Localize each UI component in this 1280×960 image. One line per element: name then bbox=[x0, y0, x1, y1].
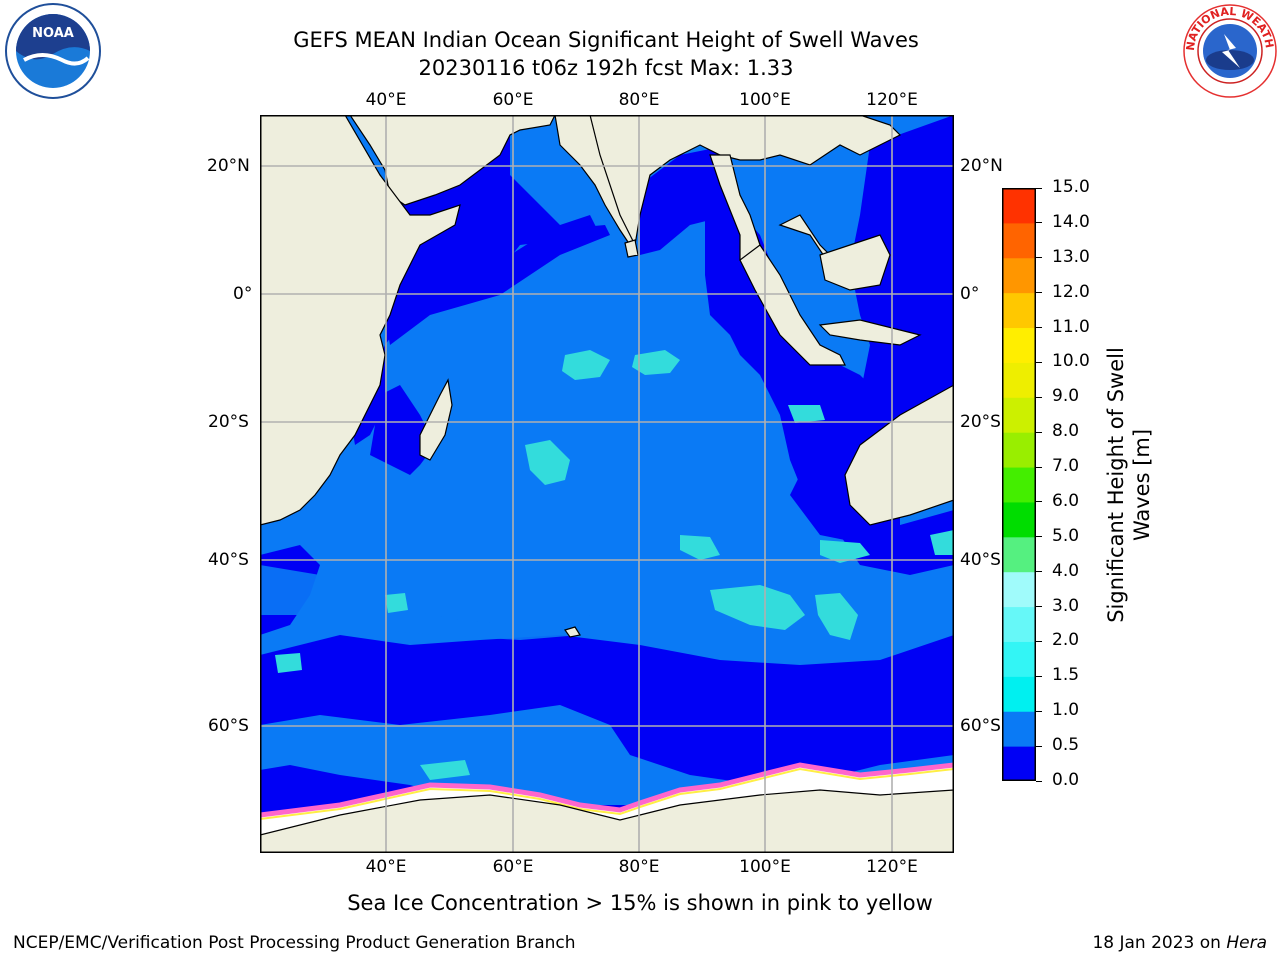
colorbar-band bbox=[1002, 467, 1036, 503]
colorbar-band bbox=[1002, 641, 1036, 677]
lon-label: 80°E bbox=[618, 857, 660, 877]
noaa-logo-text: NOAA bbox=[32, 26, 74, 41]
sea-ice-edge-pink bbox=[260, 762, 954, 818]
colorbar-tick-mark bbox=[1036, 327, 1042, 329]
colorbar-tick-mark bbox=[1036, 501, 1042, 503]
footer-date: 18 Jan 2023 on Hera bbox=[1092, 933, 1267, 953]
lat-label: 40°S bbox=[960, 550, 1001, 570]
high-swell-patches bbox=[275, 350, 954, 780]
colorbar-band bbox=[1002, 676, 1036, 712]
colorbar-tick-label: 2.0 bbox=[1052, 630, 1080, 651]
lon-label: 100°E bbox=[739, 857, 791, 877]
colorbar-tick-label: 1.0 bbox=[1052, 700, 1080, 721]
colorbar-tick-mark bbox=[1036, 222, 1042, 224]
mid-swell-patches bbox=[260, 565, 954, 805]
colorbar-label-line2: Waves [m] bbox=[1130, 428, 1154, 542]
lat-label: 20°N bbox=[960, 156, 1003, 176]
lat-label: 60°S bbox=[960, 716, 1001, 736]
lon-label: 40°E bbox=[365, 857, 407, 877]
colorbar-tick-mark bbox=[1036, 606, 1042, 608]
lon-label: 100°E bbox=[739, 90, 791, 110]
colorbar-tick-label: 12.0 bbox=[1052, 281, 1090, 302]
colorbar-tick-label: 13.0 bbox=[1052, 246, 1090, 267]
lat-label: 20°S bbox=[960, 412, 1001, 432]
colorbar-tick-label: 1.5 bbox=[1052, 665, 1080, 686]
chart-title-line2: 20230116 t06z 192h fcst Max: 1.33 bbox=[418, 56, 794, 80]
colorbar-tick-mark bbox=[1036, 396, 1042, 398]
nws-logo: NATIONAL WEATHER SERVICE bbox=[1180, 2, 1277, 98]
lon-label: 80°E bbox=[618, 90, 660, 110]
lat-label: 60°S bbox=[208, 716, 249, 736]
colorbar-tick-label: 10.0 bbox=[1052, 351, 1090, 372]
colorbar-tick-label: 15.0 bbox=[1052, 177, 1090, 197]
colorbar-tick-label: 6.0 bbox=[1052, 490, 1080, 511]
colorbar-tick-label: 14.0 bbox=[1052, 211, 1090, 232]
lon-label: 120°E bbox=[866, 857, 918, 877]
lon-label: 60°E bbox=[492, 857, 534, 877]
colorbar-tick-label: 0.0 bbox=[1052, 770, 1080, 790]
lon-label: 60°E bbox=[492, 90, 534, 110]
colorbar-tick-mark bbox=[1036, 257, 1042, 259]
lat-label: 0° bbox=[960, 284, 980, 304]
colorbar-tick-label: 3.0 bbox=[1052, 595, 1080, 616]
chart-title-line1: GEFS MEAN Indian Ocean Significant Heigh… bbox=[293, 28, 919, 52]
colorbar-tick-mark bbox=[1036, 361, 1042, 363]
noaa-logo: NOAA bbox=[5, 3, 101, 99]
colorbar-band bbox=[1002, 536, 1036, 573]
colorbar-band bbox=[1002, 188, 1036, 224]
footer-date-text: 18 Jan 2023 on bbox=[1092, 933, 1227, 953]
colorbar-band bbox=[1002, 292, 1036, 329]
colorbar-tick-mark bbox=[1036, 745, 1042, 747]
lat-label: 40°S bbox=[208, 550, 249, 570]
sea-ice-edge-yellow bbox=[260, 767, 954, 820]
colorbar bbox=[1002, 188, 1036, 781]
lat-label: 20°S bbox=[208, 412, 249, 432]
colorbar-band bbox=[1002, 711, 1036, 747]
colorbar-tick-label: 0.5 bbox=[1052, 735, 1080, 756]
colorbar-tick-mark bbox=[1036, 710, 1042, 712]
colorbar-band bbox=[1002, 432, 1036, 468]
colorbar-tick-label: 7.0 bbox=[1052, 456, 1080, 477]
colorbar-tick-mark bbox=[1036, 640, 1042, 642]
footer-branch: NCEP/EMC/Verification Post Processing Pr… bbox=[13, 933, 576, 953]
colorbar-tick-label: 9.0 bbox=[1052, 386, 1080, 407]
lat-label: 20°N bbox=[207, 156, 250, 176]
colorbar-tick-mark bbox=[1036, 675, 1042, 677]
colorbar-band bbox=[1002, 746, 1036, 781]
colorbar-band bbox=[1002, 257, 1036, 294]
lat-label: 0° bbox=[233, 284, 253, 304]
lon-label: 40°E bbox=[365, 90, 407, 110]
colorbar-tick-mark bbox=[1036, 187, 1042, 189]
colorbar-band bbox=[1002, 571, 1036, 608]
colorbar-tick-mark bbox=[1036, 292, 1042, 294]
lon-label: 120°E bbox=[866, 90, 918, 110]
colorbar-band bbox=[1002, 606, 1036, 642]
colorbar-tick-mark bbox=[1036, 466, 1042, 468]
colorbar-tick-mark bbox=[1036, 780, 1042, 782]
graticule bbox=[260, 115, 954, 853]
colorbar-band bbox=[1002, 501, 1036, 538]
colorbar-tick-mark bbox=[1036, 571, 1042, 573]
colorbar-tick-mark bbox=[1036, 536, 1042, 538]
map-frame bbox=[260, 115, 954, 853]
colorbar-band bbox=[1002, 397, 1036, 433]
colorbar-tick-mark bbox=[1036, 431, 1042, 433]
colorbar-tick-label: 4.0 bbox=[1052, 560, 1080, 581]
sea-ice-note: Sea Ice Concentration > 15% is shown in … bbox=[347, 891, 933, 915]
map-panel bbox=[260, 115, 954, 853]
colorbar-band bbox=[1002, 362, 1036, 398]
colorbar-band bbox=[1002, 222, 1036, 259]
colorbar-tick-label: 8.0 bbox=[1052, 421, 1080, 442]
colorbar-tick-label: 5.0 bbox=[1052, 525, 1080, 546]
colorbar-label-line1: Significant Height of Swell bbox=[1104, 347, 1128, 623]
colorbar-band bbox=[1002, 327, 1036, 363]
colorbar-tick-label: 11.0 bbox=[1052, 316, 1090, 337]
footer-machine: Hera bbox=[1226, 933, 1267, 953]
